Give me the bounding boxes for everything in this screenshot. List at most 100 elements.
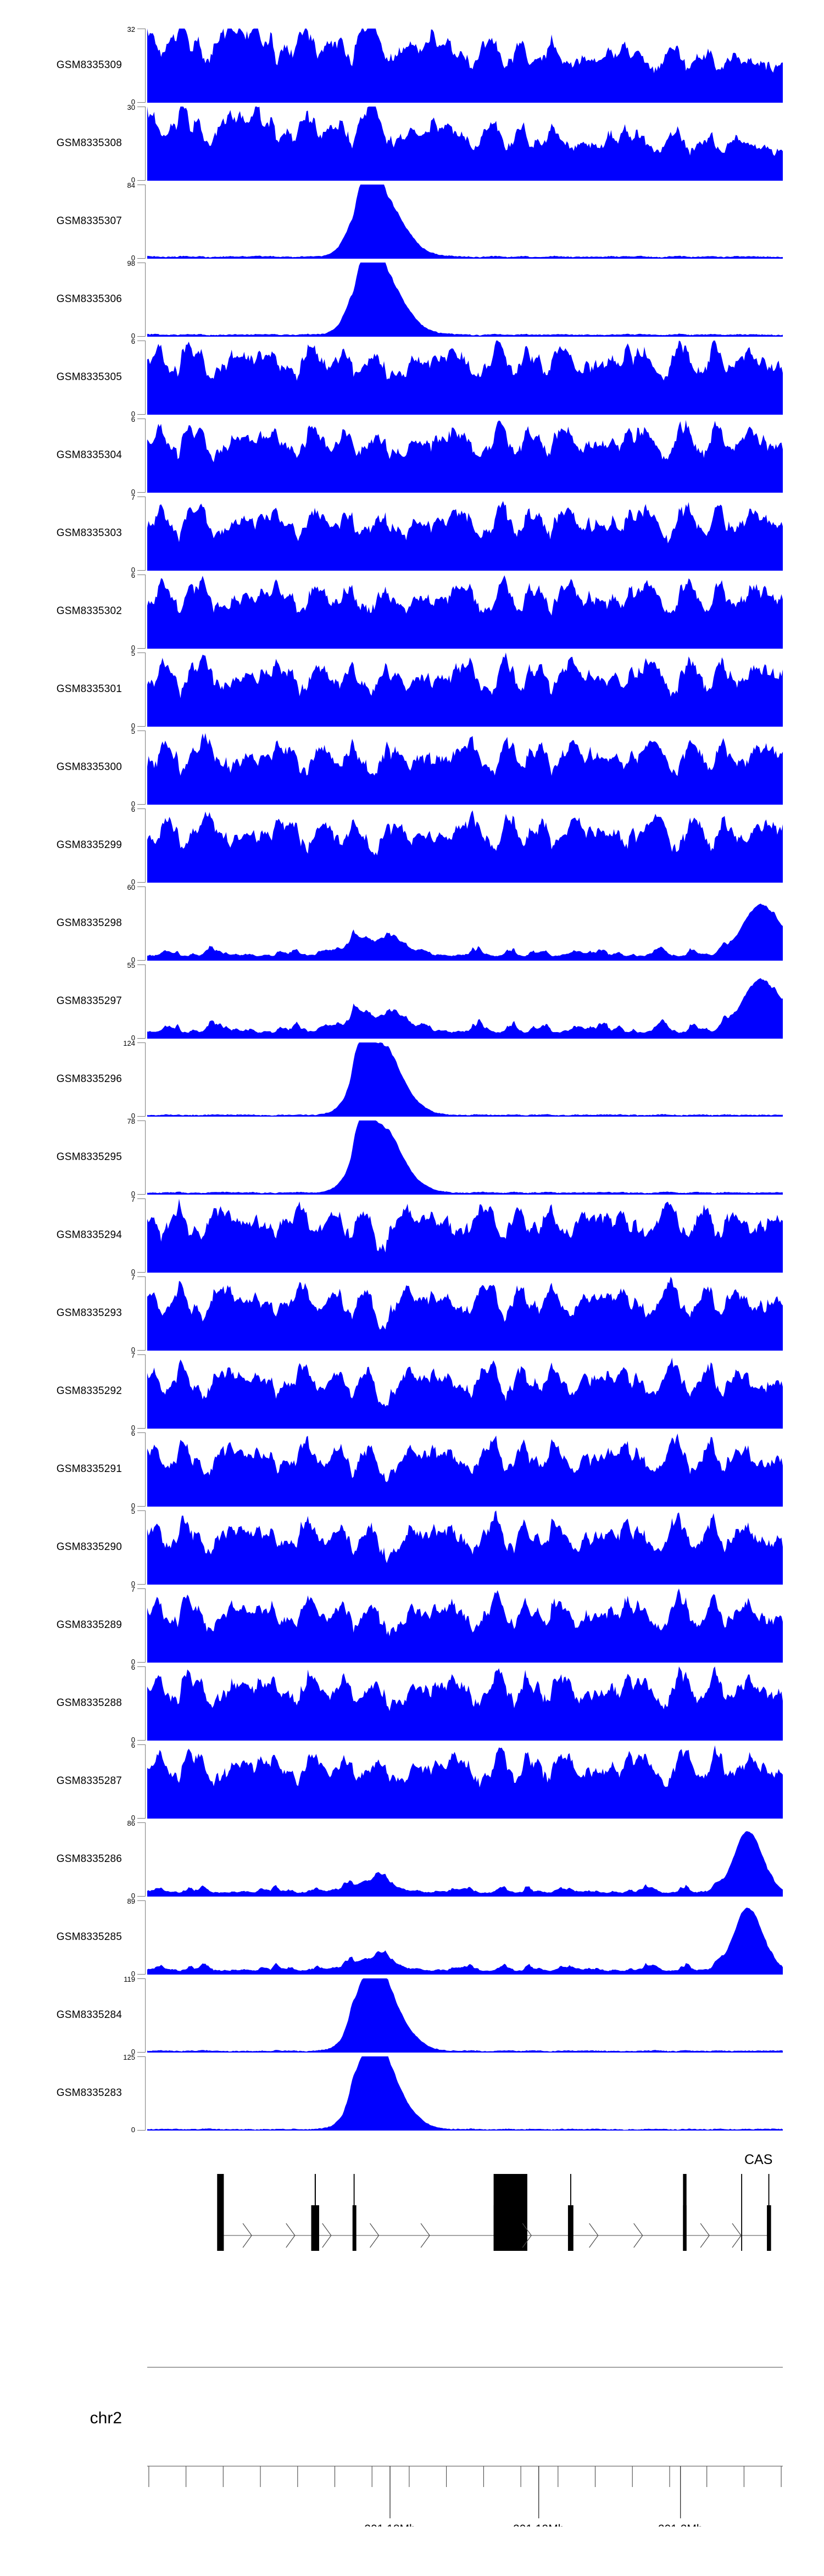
coverage-plot[interactable] [147, 263, 783, 337]
y-axis-max: 6 [131, 415, 135, 423]
coverage-track[interactable]: GSM8335300 5 0 [0, 728, 824, 807]
coverage-track[interactable]: GSM8335288 6 0 [0, 1664, 824, 1743]
coverage-area [147, 501, 783, 571]
coverage-area [147, 1042, 783, 1117]
coverage-track[interactable]: GSM8335308 30 0 [0, 104, 824, 184]
y-axis-line [145, 653, 146, 727]
coverage-track[interactable]: GSM8335306 98 0 [0, 260, 824, 339]
coverage-area [147, 904, 783, 961]
track-label-gsm8335307: GSM8335307 [56, 215, 122, 227]
coverage-track[interactable]: GSM8335292 7 0 [0, 1352, 824, 1431]
coverage-plot[interactable] [147, 29, 783, 103]
y-axis-min: 0 [131, 98, 135, 106]
coverage-plot[interactable] [147, 1510, 783, 1585]
coverage-track[interactable]: GSM8335304 6 0 [0, 415, 824, 495]
y-axis-tick-bottom [137, 180, 145, 181]
coverage-track[interactable]: GSM8335309 32 0 [0, 26, 824, 106]
coverage-plot[interactable] [147, 575, 783, 649]
coverage-track[interactable]: GSM8335303 7 0 [0, 494, 824, 573]
coverage-plot[interactable] [147, 419, 783, 493]
coverage-plot[interactable] [147, 731, 783, 805]
coverage-plot[interactable] [147, 1042, 783, 1117]
coverage-plot[interactable] [147, 809, 783, 883]
coverage-plot[interactable] [147, 107, 783, 181]
coverage-track[interactable]: GSM8335283 125 0 [0, 2054, 824, 2134]
coverage-area-svg [147, 978, 783, 1039]
coverage-track[interactable]: GSM8335305 6 0 [0, 338, 824, 417]
coverage-plot[interactable] [147, 1432, 783, 1507]
y-axis-min: 0 [131, 176, 135, 184]
y-axis-tick-bottom [137, 1116, 145, 1117]
y-axis-tick-top [137, 1042, 145, 1043]
track-label-gsm8335305: GSM8335305 [56, 371, 122, 383]
coverage-plot[interactable] [147, 1978, 783, 2053]
coverage-plot[interactable] [147, 1588, 783, 1663]
coverage-area [147, 575, 783, 649]
coverage-plot[interactable] [147, 1900, 783, 1975]
y-axis-min: 0 [131, 254, 135, 262]
coverage-plot[interactable] [147, 1744, 783, 1819]
coverage-track[interactable]: GSM8335307 84 0 [0, 182, 824, 262]
track-y-axis: 60 0 [125, 884, 147, 963]
coverage-area-svg [147, 107, 783, 181]
y-axis-max: 7 [131, 1195, 135, 1203]
coverage-plot[interactable] [147, 964, 783, 1039]
coverage-track[interactable]: GSM8335296 124 0 [0, 1040, 824, 1120]
coverage-plot[interactable] [147, 1354, 783, 1429]
y-axis-tick-bottom [137, 1272, 145, 1273]
coverage-track[interactable]: GSM8335298 60 0 [0, 884, 824, 963]
coverage-plot[interactable] [147, 185, 783, 259]
coverage-track[interactable]: GSM8335291 6 0 [0, 1430, 824, 1509]
coverage-plot[interactable] [147, 1822, 783, 1897]
coverage-area-svg [147, 1588, 783, 1663]
coverage-track[interactable]: GSM8335294 7 0 [0, 1195, 824, 1275]
coverage-plot[interactable] [147, 497, 783, 571]
coverage-area-svg [147, 501, 783, 571]
coverage-plot[interactable] [147, 2056, 783, 2131]
y-axis-max: 7 [131, 1273, 135, 1281]
coverage-plot[interactable] [147, 653, 783, 727]
coverage-area [147, 1357, 783, 1429]
y-axis-line [145, 1042, 146, 1117]
coverage-plot[interactable] [147, 341, 783, 415]
track-label-gsm8335308: GSM8335308 [56, 137, 122, 149]
y-axis-tick-top [137, 1432, 145, 1433]
coverage-area [147, 29, 783, 103]
coverage-track[interactable]: GSM8335284 119 0 [0, 1975, 824, 2055]
y-axis-min: 0 [131, 2126, 135, 2134]
gene-model-track[interactable]: CAS [0, 2142, 824, 2279]
coverage-track[interactable]: GSM8335287 6 0 [0, 1742, 824, 1821]
coverage-plot[interactable] [147, 886, 783, 961]
coverage-track[interactable]: GSM8335301 5 0 [0, 650, 824, 729]
track-label-gsm8335290: GSM8335290 [56, 1541, 122, 1553]
coverage-track[interactable]: GSM8335302 6 0 [0, 572, 824, 651]
coverage-area [147, 1588, 783, 1663]
coverage-track[interactable]: GSM8335290 5 0 [0, 1508, 824, 1588]
gene-label: CAS [744, 2152, 773, 2167]
coverage-area-svg [147, 1510, 783, 1585]
y-axis-max: 119 [124, 1975, 135, 1983]
coverage-track[interactable]: GSM8335297 55 0 [0, 962, 824, 1041]
coverage-track[interactable]: GSM8335299 6 0 [0, 806, 824, 885]
track-label-gsm8335283: GSM8335283 [56, 2087, 122, 2099]
coverage-plot[interactable] [147, 1120, 783, 1195]
coverage-plot[interactable] [147, 1276, 783, 1351]
coverage-area-svg [147, 733, 783, 805]
y-axis-min: 0 [131, 1580, 135, 1588]
y-axis-line [145, 1432, 146, 1507]
coverage-track[interactable]: GSM8335286 86 0 [0, 1819, 824, 1899]
genome-axis-graphic: 201.18Mb 201.19Mb 201.2Mb [147, 2367, 783, 2527]
coverage-track[interactable]: GSM8335285 89 0 [0, 1898, 824, 1977]
coverage-track[interactable]: GSM8335289 7 0 [0, 1586, 824, 1665]
coverage-track[interactable]: GSM8335295 78 0 [0, 1118, 824, 1197]
coverage-area-svg [147, 904, 783, 961]
y-axis-line [145, 497, 146, 571]
y-axis-max: 86 [127, 1819, 135, 1827]
y-axis-min: 0 [131, 1112, 135, 1120]
coverage-track[interactable]: GSM8335293 7 0 [0, 1273, 824, 1353]
coverage-plot[interactable] [147, 1198, 783, 1273]
coverage-plot[interactable] [147, 1666, 783, 1741]
